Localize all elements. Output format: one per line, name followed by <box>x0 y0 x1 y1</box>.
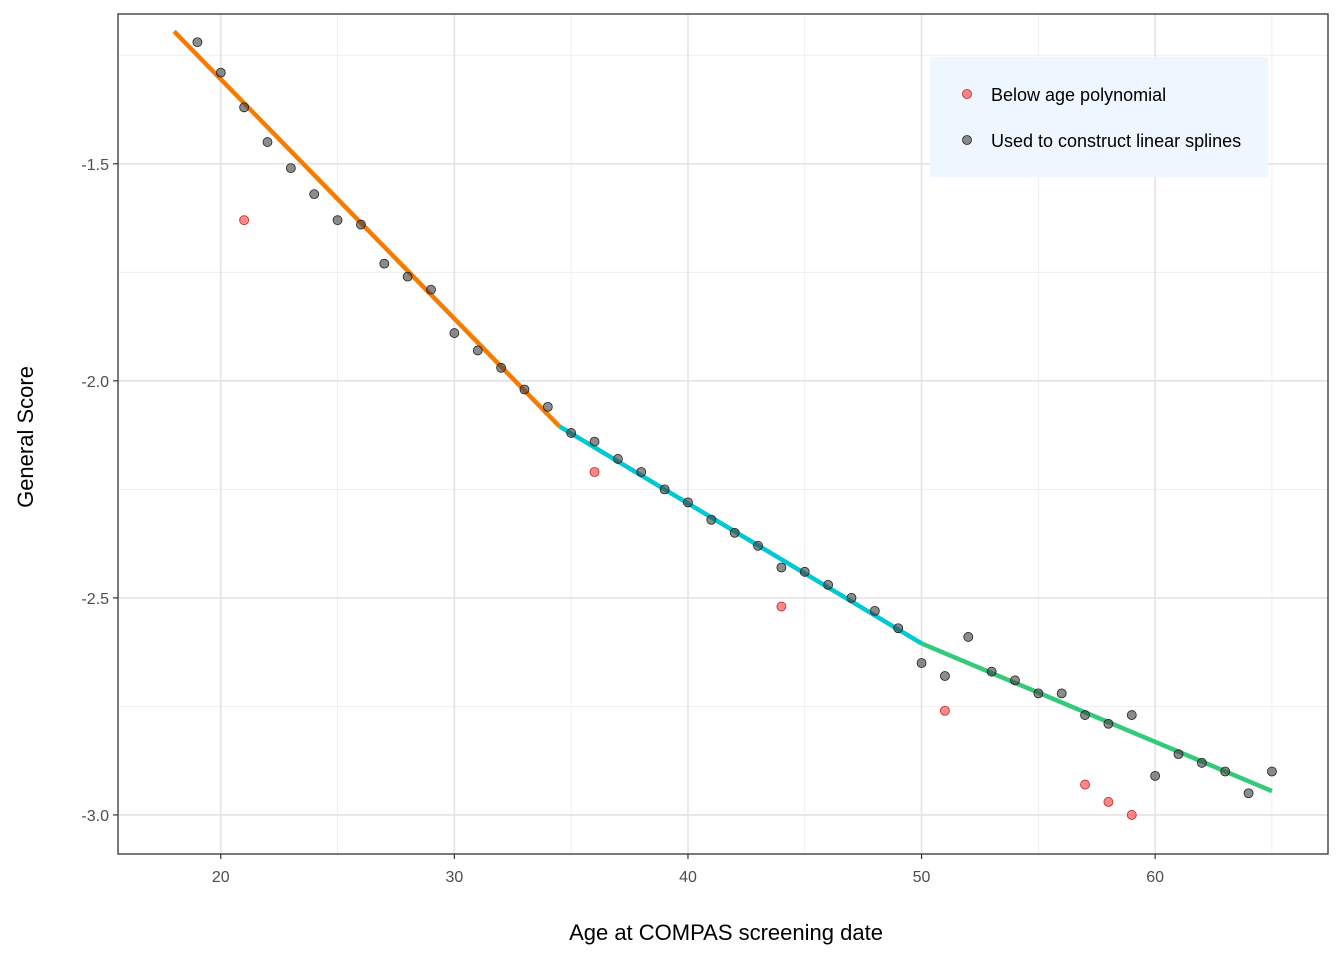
spline-segment-1 <box>172 29 562 428</box>
x-tick-label: 40 <box>679 869 697 886</box>
x-tick-label: 60 <box>1146 869 1164 886</box>
y-tick-label: -3.0 <box>81 808 109 825</box>
point-linear-spline <box>1010 675 1020 686</box>
legend-key-linear-splines <box>962 135 972 145</box>
point-linear-spline <box>706 514 717 525</box>
point-linear-spline <box>1033 688 1044 699</box>
point-linear-spline <box>659 484 670 495</box>
point-linear-spline <box>402 271 413 282</box>
point-linear-spline <box>1196 757 1207 768</box>
point-below-age-polynomial <box>776 601 787 612</box>
legend-label-below-age-polynomial: Below age polynomial <box>991 85 1166 105</box>
point-linear-spline <box>1103 718 1114 729</box>
point-linear-spline <box>1267 766 1277 777</box>
point-below-age-polynomial <box>589 467 600 477</box>
point-linear-spline <box>1056 688 1067 699</box>
data-points <box>192 37 1277 820</box>
y-tick-label: -2.5 <box>81 591 109 608</box>
point-linear-spline <box>1243 788 1254 799</box>
legend-background <box>930 57 1268 177</box>
point-linear-spline <box>1220 766 1231 777</box>
point-below-age-polynomial <box>940 705 950 716</box>
point-linear-spline <box>309 189 320 200</box>
y-axis-ticks: -1.5 -2.0 -2.5 -3.0 <box>81 157 118 825</box>
point-linear-spline <box>986 666 997 677</box>
point-linear-spline <box>542 401 553 412</box>
point-linear-spline <box>753 540 763 551</box>
legend: Below age polynomial Used to construct l… <box>930 57 1268 177</box>
plot-border <box>117 13 1329 855</box>
point-linear-spline <box>472 345 483 356</box>
point-linear-spline <box>215 67 226 78</box>
point-linear-spline <box>262 137 273 147</box>
point-linear-spline <box>1150 770 1161 781</box>
x-axis-title: Age at COMPAS screening date <box>569 920 883 945</box>
point-linear-spline <box>1126 710 1137 720</box>
point-linear-spline <box>566 428 577 438</box>
point-linear-spline <box>963 632 974 642</box>
y-tick-label: -2.0 <box>81 374 109 391</box>
legend-label-linear-splines: Used to construct linear splines <box>991 131 1241 151</box>
spline-segment-3 <box>920 641 1273 794</box>
point-linear-spline <box>799 566 810 577</box>
x-tick-label: 50 <box>913 869 931 886</box>
point-linear-spline <box>379 258 390 269</box>
point-linear-spline <box>1173 749 1184 760</box>
point-below-age-polynomial <box>1080 779 1090 790</box>
y-axis-title: General Score <box>13 366 38 508</box>
point-linear-spline <box>683 497 693 508</box>
point-linear-spline <box>192 37 203 48</box>
point-linear-spline <box>589 436 600 447</box>
point-linear-spline <box>823 579 834 590</box>
grid <box>118 14 1328 854</box>
point-linear-spline <box>496 362 506 373</box>
x-tick-label: 20 <box>212 869 230 886</box>
point-linear-spline <box>332 215 343 226</box>
point-linear-spline <box>916 658 927 668</box>
point-below-age-polynomial <box>1126 810 1137 820</box>
point-linear-spline <box>940 671 950 681</box>
x-tick-label: 30 <box>445 869 463 886</box>
point-linear-spline <box>636 467 647 477</box>
point-linear-spline <box>426 284 436 295</box>
point-linear-spline <box>519 384 530 395</box>
point-linear-spline <box>285 163 296 174</box>
legend-key-below-age-polynomial <box>962 89 972 99</box>
point-linear-spline <box>1080 710 1090 720</box>
point-linear-spline <box>612 454 623 464</box>
point-below-age-polynomial <box>239 215 250 226</box>
y-tick-label: -1.5 <box>81 157 109 174</box>
point-linear-spline <box>729 527 740 538</box>
point-linear-spline <box>239 102 250 113</box>
x-axis-ticks: 20 30 40 50 60 <box>212 854 1164 886</box>
point-linear-spline <box>356 219 366 230</box>
point-linear-spline <box>776 562 787 573</box>
point-linear-spline <box>869 605 880 616</box>
point-linear-spline <box>846 592 857 603</box>
point-linear-spline <box>449 328 460 338</box>
point-below-age-polynomial <box>1103 797 1114 807</box>
point-linear-spline <box>893 623 904 634</box>
